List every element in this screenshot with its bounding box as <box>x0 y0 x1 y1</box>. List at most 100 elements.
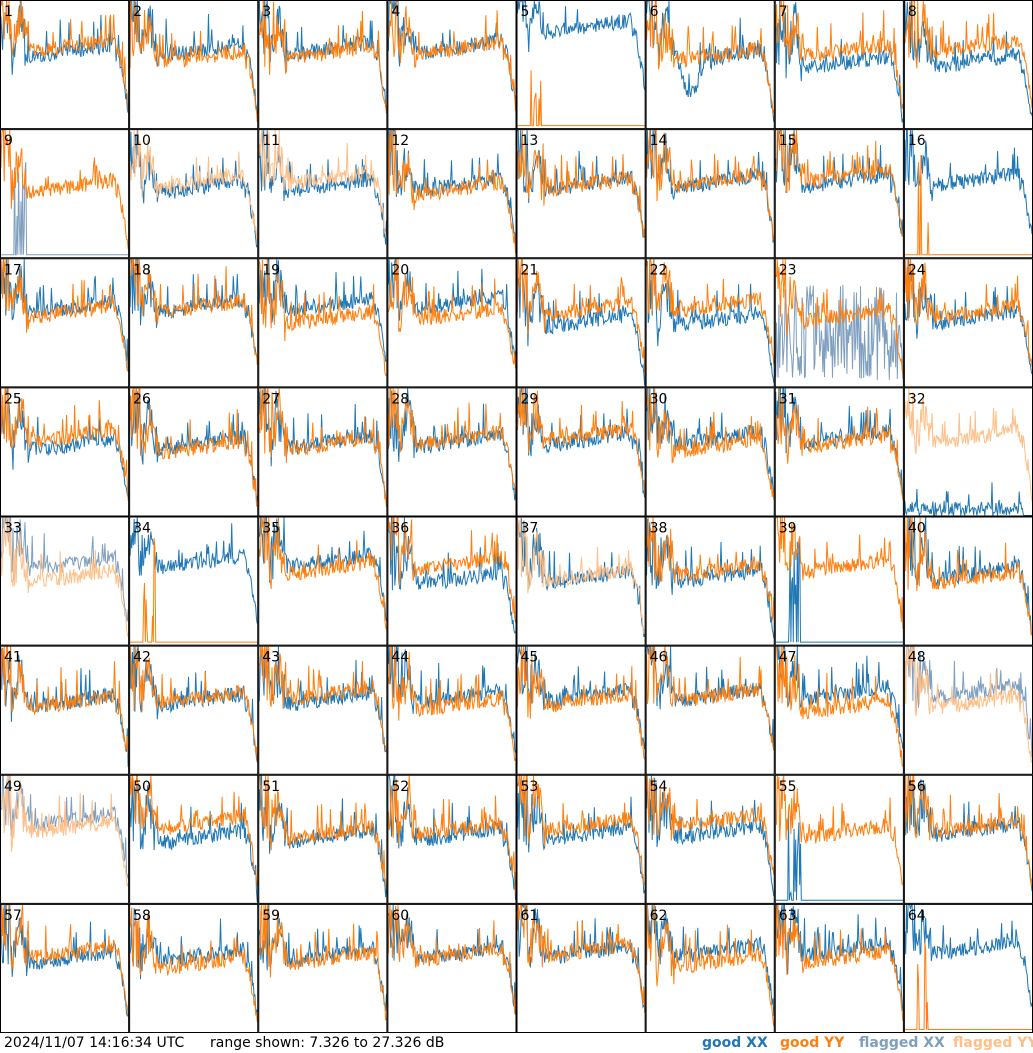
panel-label: 50 <box>133 779 151 795</box>
panel-33: 33 <box>0 516 130 646</box>
series-yy-61 <box>517 904 646 1013</box>
panel-border <box>258 774 388 904</box>
panel-label: 13 <box>521 133 539 149</box>
series-yy-36 <box>387 516 516 623</box>
panel-label: 29 <box>521 391 539 407</box>
panel-label: 11 <box>262 133 280 149</box>
panel-border <box>0 129 130 259</box>
panel-12: 12 <box>387 129 517 259</box>
panel-63: 63 <box>774 903 904 1033</box>
series-xx-39 <box>775 537 903 643</box>
series-xx-19 <box>258 258 387 363</box>
series-yy-54 <box>646 776 775 875</box>
panel-label: 16 <box>908 133 926 149</box>
panel-19: 19 <box>258 258 388 388</box>
panel-46: 46 <box>645 645 775 775</box>
panel-51: 51 <box>258 774 388 904</box>
range-text: range shown: 7.326 to 27.326 dB <box>210 1035 445 1051</box>
series-yy-63 <box>775 904 904 1021</box>
panel-26: 26 <box>129 387 259 517</box>
series-yy-29 <box>517 388 646 494</box>
panel-border <box>387 0 517 130</box>
series-yy-41 <box>0 646 129 755</box>
series-yy-64 <box>904 942 1032 1030</box>
panel-label: 38 <box>650 521 668 537</box>
panel-border <box>387 645 517 775</box>
panel-15: 15 <box>774 129 904 259</box>
panel-label: 9 <box>4 133 13 149</box>
series-xx-50 <box>129 775 258 903</box>
series-yy-32 <box>904 388 1033 502</box>
panel-60: 60 <box>387 903 517 1033</box>
panel-label: 25 <box>4 391 22 407</box>
panel-label: 56 <box>908 779 926 795</box>
panel-border <box>129 129 259 259</box>
panel-border <box>129 0 259 130</box>
panel-border <box>387 774 517 904</box>
panel-label: 28 <box>391 391 409 407</box>
series-yy-14 <box>646 129 775 241</box>
panel-label: 26 <box>133 391 151 407</box>
panel-label: 36 <box>391 521 409 537</box>
series-yy-40 <box>904 517 1033 636</box>
panel-label: 24 <box>908 262 926 278</box>
panel-label: 34 <box>133 521 151 537</box>
series-yy-15 <box>775 129 904 237</box>
panel-32: 32 <box>903 387 1033 518</box>
series-xx-38 <box>646 518 775 639</box>
panel-label: 7 <box>779 4 788 20</box>
panel-35: 35 <box>258 516 388 646</box>
panel-border <box>645 129 775 259</box>
series-xx-64 <box>904 904 1033 1007</box>
panel-54: 54 <box>645 774 775 904</box>
panel-13: 13 <box>516 129 646 259</box>
series-yy-10 <box>129 130 258 243</box>
series-yy-58 <box>129 907 258 1022</box>
panel-8: 8 <box>903 0 1033 130</box>
panel-label: 41 <box>4 650 22 666</box>
panel-label: 27 <box>262 391 280 407</box>
series-yy-38 <box>646 517 775 621</box>
panel-border <box>258 0 388 130</box>
panel-label: 5 <box>521 4 530 20</box>
panel-border <box>129 774 259 904</box>
panel-label: 52 <box>391 779 409 795</box>
panel-31: 31 <box>774 386 904 517</box>
legend-flagged-xx: flagged XX <box>859 1035 945 1051</box>
panel-border <box>645 0 775 130</box>
panel-border <box>645 258 775 388</box>
panel-20: 20 <box>387 258 517 388</box>
panel-border <box>516 258 646 388</box>
panel-label: 43 <box>262 650 280 666</box>
legend-good-xx: good XX <box>702 1035 768 1051</box>
panel-border <box>0 903 130 1033</box>
panel-border <box>516 516 646 646</box>
panel-7: 7 <box>774 0 904 130</box>
series-yy-56 <box>904 775 1033 886</box>
panel-label: 19 <box>262 262 280 278</box>
series-xx-23 <box>775 284 904 381</box>
footer: 2024/11/07 14:16:34 UTC range shown: 7.3… <box>0 1033 1033 1053</box>
panel-label: 46 <box>650 650 668 666</box>
panel-border <box>645 387 775 517</box>
panel-label: 45 <box>521 650 539 666</box>
panel-border <box>516 387 646 517</box>
series-yy-8 <box>904 0 1033 109</box>
panel-34: 34 <box>129 516 259 646</box>
timestamp: 2024/11/07 14:16:34 UTC <box>4 1035 185 1051</box>
series-xx-11 <box>258 130 387 245</box>
series-yy-52 <box>387 775 516 894</box>
series-yy-59 <box>258 904 387 1021</box>
series-xx-30 <box>646 388 775 493</box>
panel-border <box>774 774 904 904</box>
panel-label: 53 <box>521 779 539 795</box>
panel-58: 58 <box>129 903 259 1033</box>
panel-label: 2 <box>133 4 142 20</box>
series-xx-34 <box>129 517 258 624</box>
panel-18: 18 <box>129 257 259 388</box>
series-yy-21 <box>517 258 646 374</box>
panel-border <box>0 258 130 388</box>
panel-border <box>0 0 130 130</box>
series-yy-45 <box>517 646 646 760</box>
